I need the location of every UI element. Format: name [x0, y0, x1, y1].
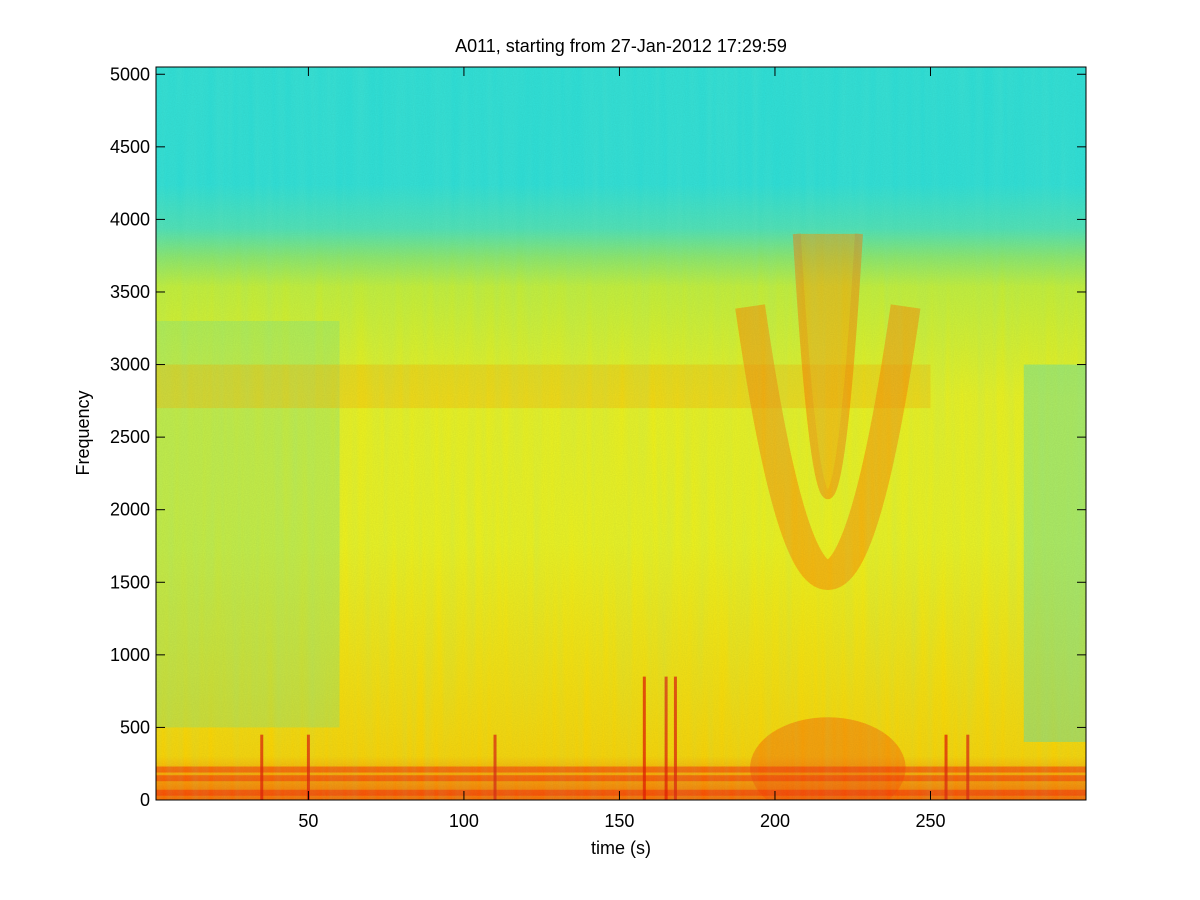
- y-tick-label: 3500: [110, 282, 150, 302]
- x-tick-label: 50: [298, 811, 318, 831]
- x-tick-label: 250: [915, 811, 945, 831]
- y-tick-label: 2500: [110, 427, 150, 447]
- chart-title: A011, starting from 27-Jan-2012 17:29:59: [455, 36, 787, 56]
- y-axis-label: Frequency: [73, 390, 93, 475]
- spectrogram-grain-texture: [156, 67, 1086, 800]
- y-axis-ticks: 0 500 1000 1500 2000 2500 3000 3500 4000 4500 5000: [110, 64, 1086, 810]
- y-tick-label: 1000: [110, 645, 150, 665]
- y-tick-label: 4500: [110, 137, 150, 157]
- x-axis-ticks: 50 100 150 200 250: [298, 67, 946, 831]
- x-tick-label: 150: [604, 811, 634, 831]
- plot-frame: [155, 66, 1087, 801]
- x-axis-label: time (s): [591, 838, 651, 858]
- y-tick-label: 3000: [110, 355, 150, 375]
- y-tick-label: 5000: [110, 64, 150, 84]
- y-tick-label: 500: [120, 717, 150, 737]
- x-tick-label: 100: [449, 811, 479, 831]
- x-tick-label: 200: [760, 811, 790, 831]
- y-tick-label: 1500: [110, 572, 150, 592]
- y-tick-label: 2000: [110, 500, 150, 520]
- y-tick-label: 0: [140, 790, 150, 810]
- spectrogram-plot-area: [156, 67, 1086, 800]
- y-tick-label: 4000: [110, 209, 150, 229]
